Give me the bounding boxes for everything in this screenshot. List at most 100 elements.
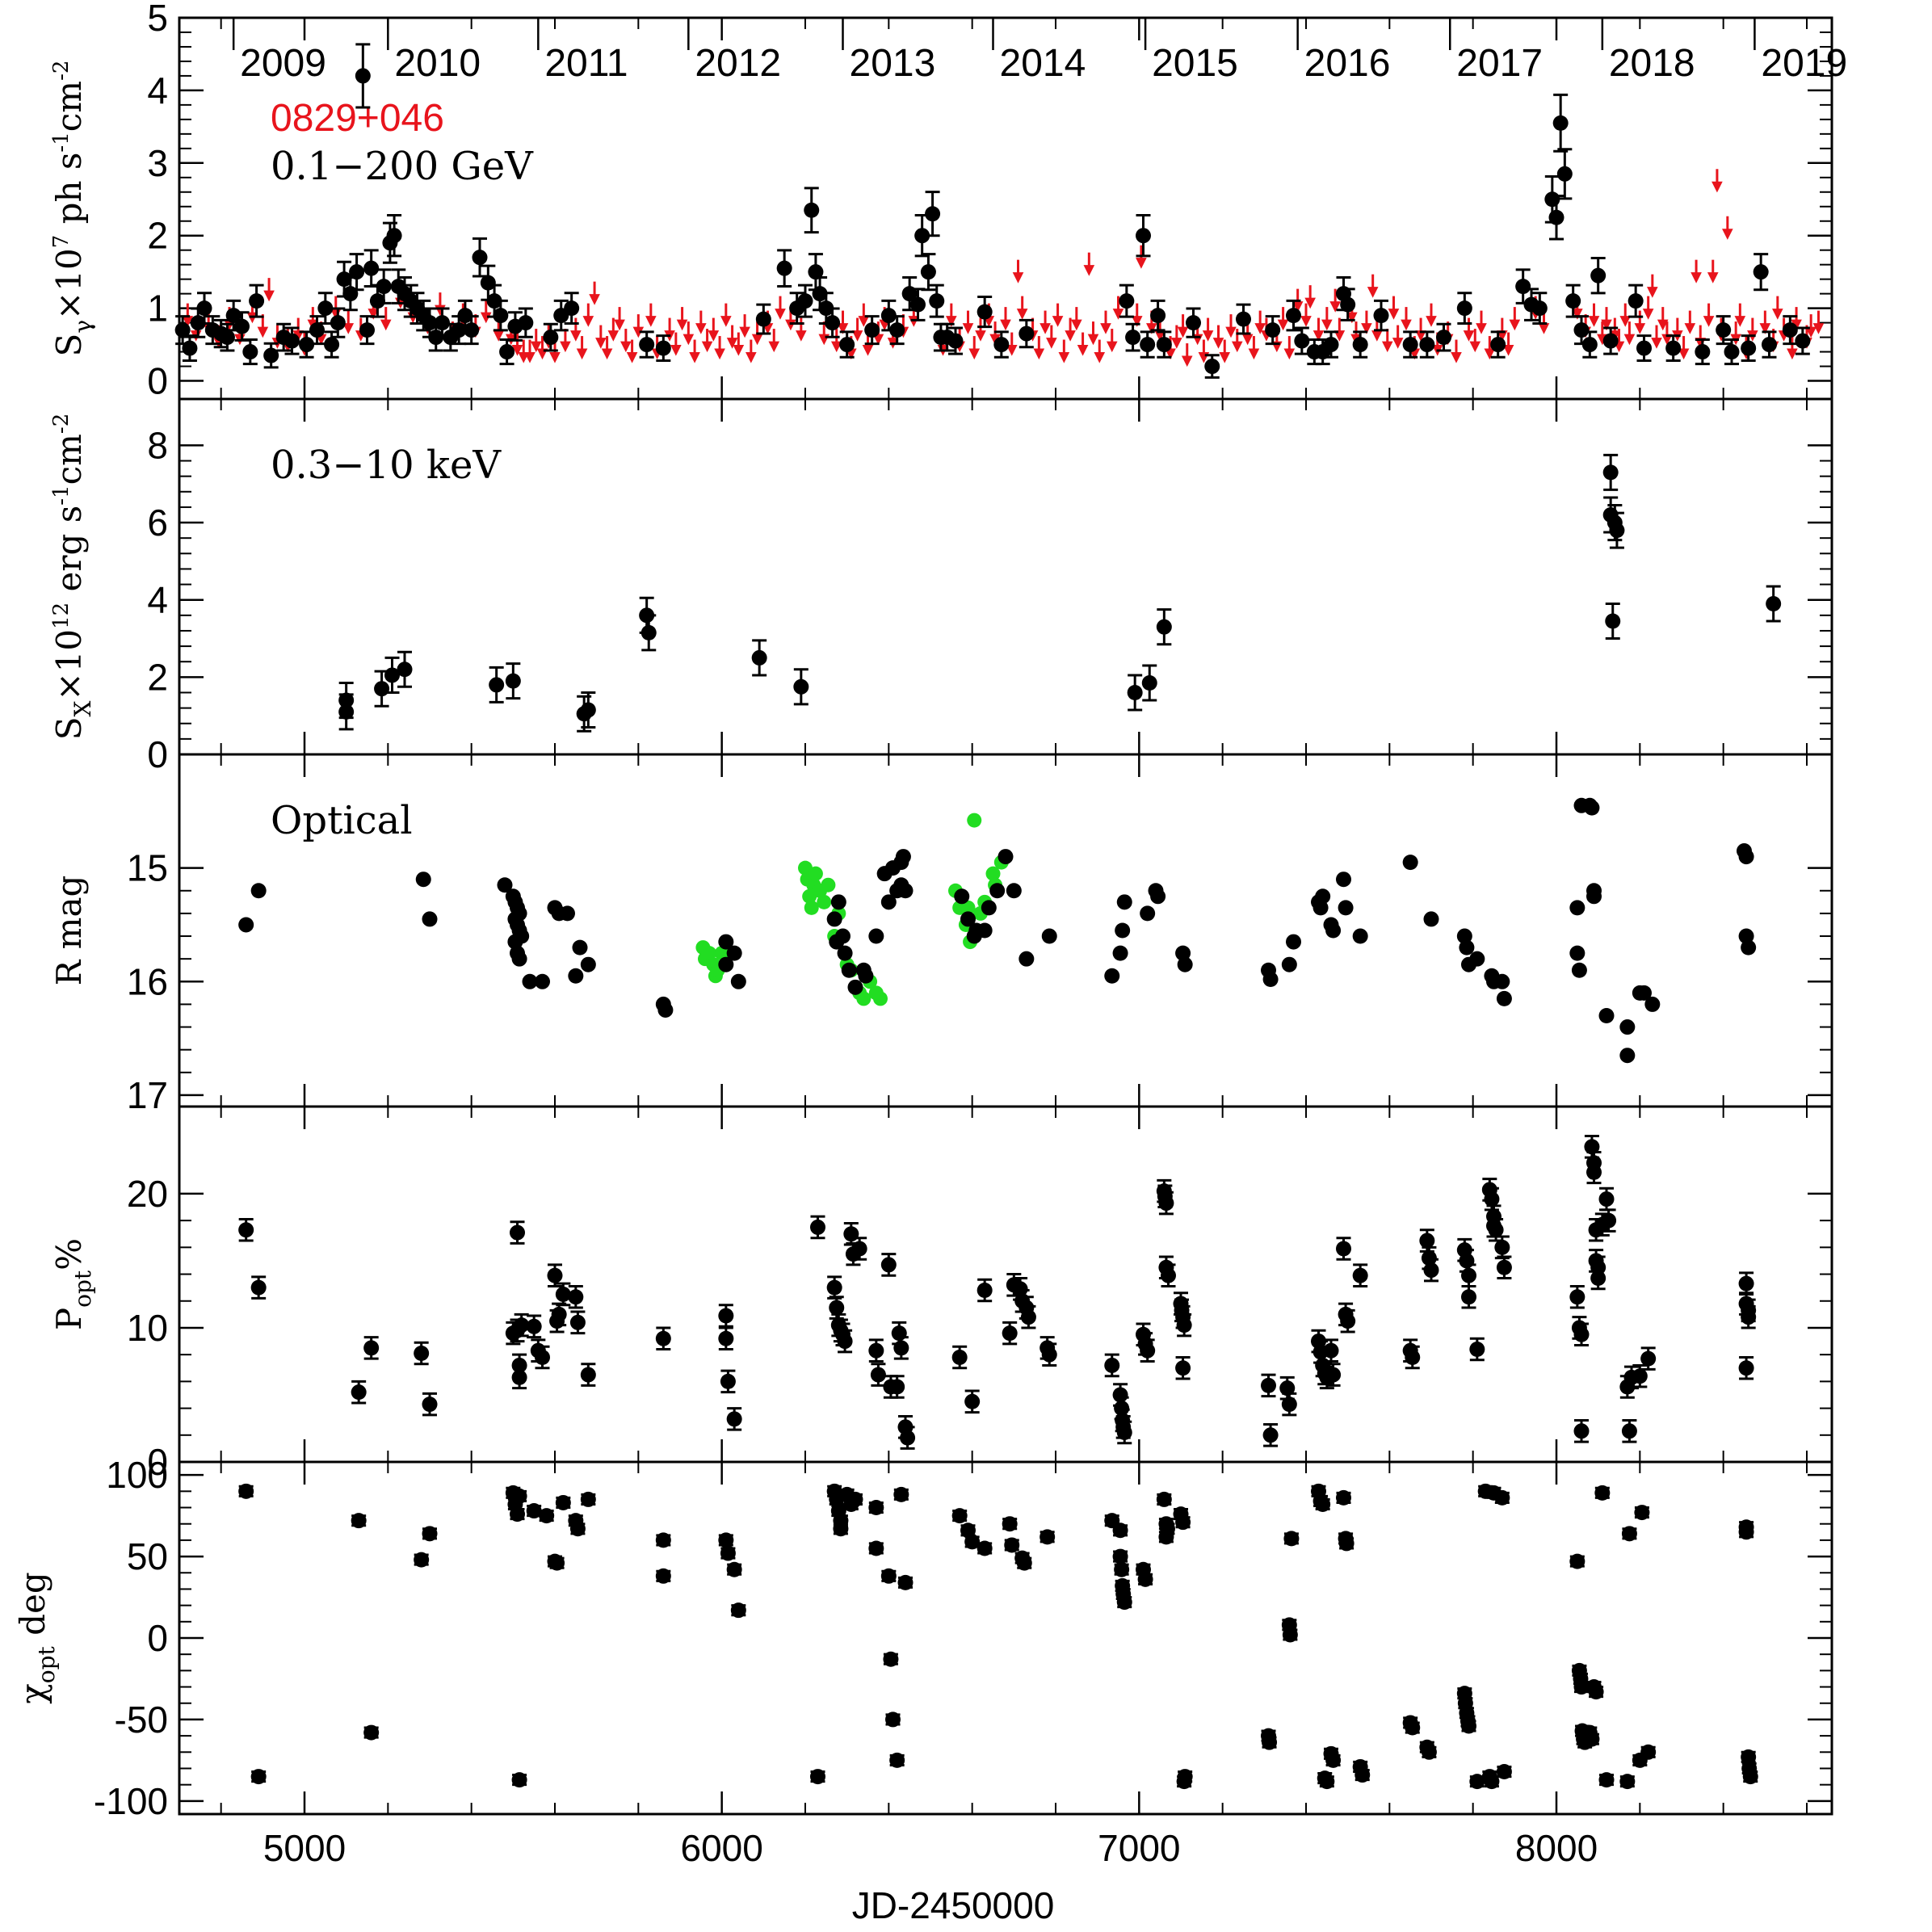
data-point	[847, 979, 863, 995]
upper-limit-head	[1304, 297, 1316, 309]
upper-limit-head	[380, 319, 392, 331]
y-label-unit2: cm	[49, 81, 89, 132]
data-point	[1515, 279, 1531, 295]
upper-limit-head	[1052, 316, 1064, 327]
data-point	[755, 311, 771, 327]
data-point	[549, 1555, 565, 1571]
data-point-green	[985, 866, 1001, 881]
data-point	[1621, 1423, 1637, 1439]
data-point	[1588, 1684, 1604, 1700]
upper-limit-head	[1484, 348, 1496, 360]
data-point	[1571, 962, 1587, 978]
data-point	[1175, 1360, 1191, 1376]
data-point	[238, 1222, 254, 1238]
x-tick-label: 6000	[680, 1827, 762, 1869]
data-point	[511, 1369, 527, 1385]
data-point	[1176, 1774, 1192, 1790]
upper-limit-head	[1469, 341, 1481, 353]
data-point	[976, 304, 993, 320]
data-point	[1598, 1772, 1615, 1788]
upper-limit-head	[1300, 316, 1312, 327]
data-point	[1569, 900, 1586, 916]
data-point	[1461, 1289, 1476, 1305]
upper-limit-head	[1392, 338, 1404, 349]
data-point	[359, 322, 375, 338]
y-label-suffix: %	[49, 1238, 89, 1270]
data-point	[1104, 1357, 1120, 1373]
upper-limit-head	[342, 323, 355, 334]
upper-limit-head	[1283, 348, 1296, 360]
data-point	[1156, 337, 1172, 353]
data-point	[386, 228, 402, 244]
data-point	[505, 673, 521, 689]
upper-limit-head	[1509, 319, 1521, 331]
data-point	[1012, 1281, 1028, 1297]
data-point	[964, 1534, 981, 1550]
panel-polarization: 0 10 20 Popt%	[49, 1105, 1833, 1483]
data-point	[718, 1330, 734, 1346]
data-point	[284, 333, 300, 349]
upper-limit-head	[858, 316, 870, 327]
data-point	[1114, 1401, 1130, 1417]
data-point	[1175, 1514, 1191, 1531]
upper-limit-head	[1248, 348, 1260, 360]
data-point	[893, 1340, 909, 1356]
data-point	[1112, 945, 1128, 961]
upper-limit-head	[607, 330, 620, 342]
data-point	[1795, 333, 1811, 349]
data-point	[518, 315, 534, 331]
data-point	[514, 1317, 530, 1334]
data-point	[1279, 1380, 1296, 1396]
data-point	[422, 911, 438, 927]
data-point	[1338, 1535, 1354, 1552]
y-label-main: S	[49, 716, 89, 740]
data-point	[841, 962, 857, 978]
data-point	[1136, 228, 1151, 244]
data-point	[1161, 1267, 1176, 1283]
data-point	[1456, 928, 1472, 944]
upper-limit-head	[1241, 334, 1254, 346]
data-point	[889, 322, 905, 338]
upper-limit-head	[1112, 309, 1124, 320]
upper-limit-head	[751, 334, 763, 346]
upper-limit-head	[1690, 272, 1702, 284]
data-point-green	[960, 900, 976, 915]
band-label: 0.1−200 GeV	[271, 144, 534, 189]
y-tick-label: -50	[115, 1699, 168, 1741]
data-point	[895, 849, 911, 865]
y-tick-label: 5	[147, 0, 168, 39]
upper-limit-head	[530, 341, 542, 353]
upper-limit-head	[1071, 319, 1082, 331]
data-point	[1548, 209, 1564, 225]
data-point	[1469, 1774, 1485, 1790]
data-point	[422, 1526, 438, 1542]
data-point	[808, 264, 824, 280]
y-label-unit: erg s	[49, 506, 89, 603]
data-point	[1265, 322, 1281, 338]
x-tick-label: 7000	[1098, 1827, 1180, 1869]
data-point	[880, 1568, 897, 1584]
data-point	[1336, 1489, 1351, 1506]
upper-limit-head	[1684, 323, 1696, 334]
data-point	[951, 1508, 968, 1524]
data-point	[1586, 888, 1602, 905]
y-tick-label: 2	[147, 656, 168, 698]
upper-limit-head	[714, 348, 725, 360]
data-point	[1340, 1313, 1356, 1329]
upper-limit-head	[1000, 319, 1011, 331]
data-point	[1590, 1270, 1606, 1287]
data-point	[1640, 1350, 1657, 1367]
upper-limit-head	[1254, 323, 1266, 334]
x-axis-label: JD-2450000	[852, 1884, 1055, 1926]
data-point-green	[714, 946, 729, 961]
data-point	[639, 337, 655, 353]
upper-limit-head	[733, 345, 745, 356]
data-point	[1766, 595, 1782, 611]
upper-limit-head	[851, 330, 863, 342]
data-point	[964, 1393, 981, 1409]
data-point	[1423, 911, 1439, 927]
data-point	[1494, 1239, 1510, 1255]
upper-limit-head	[1040, 323, 1051, 334]
data-point	[510, 1506, 525, 1522]
data-point	[751, 649, 767, 666]
